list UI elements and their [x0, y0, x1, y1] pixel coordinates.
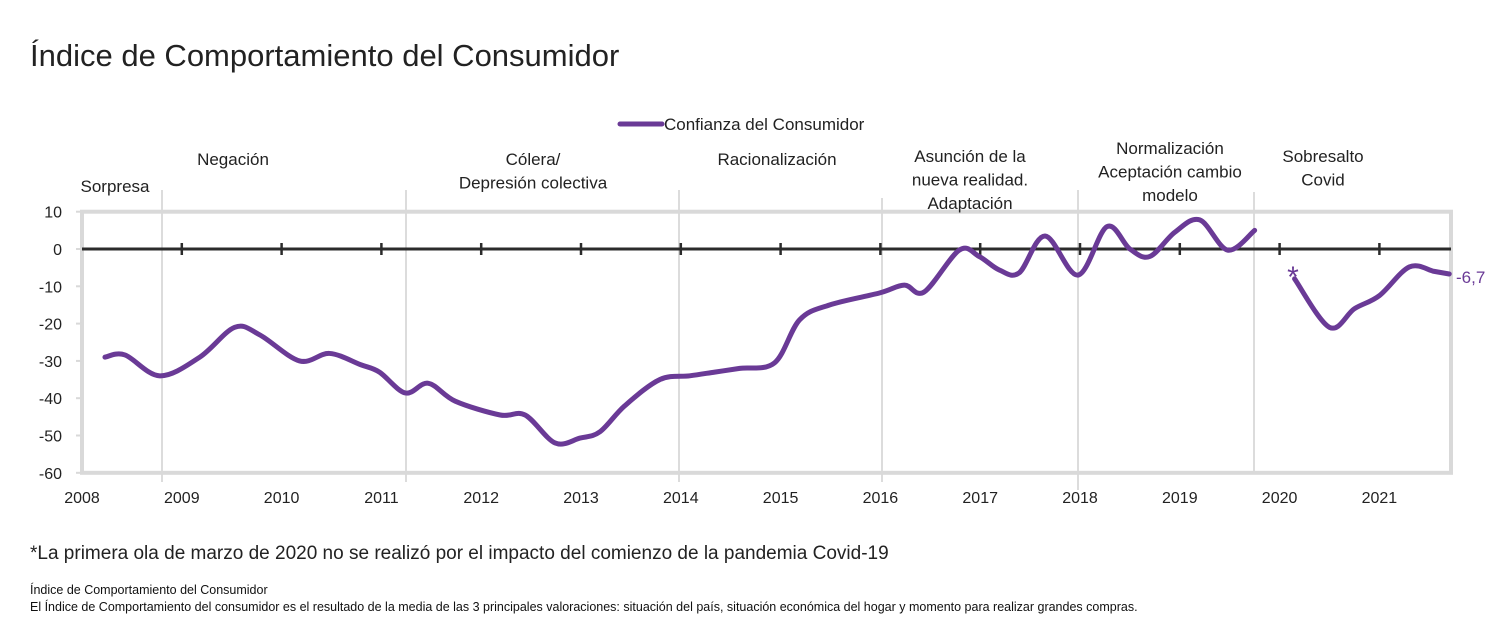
x-tick-label: 2018 — [1062, 490, 1098, 507]
y-tick-label: -30 — [39, 354, 62, 371]
phase-label: Racionalización — [717, 150, 836, 169]
x-tick-label: 2010 — [264, 490, 300, 507]
phase-label: Aceptación cambio — [1098, 163, 1242, 182]
x-tick-label: 2016 — [863, 490, 899, 507]
source-text: El Índice de Comportamiento del consumid… — [30, 600, 1138, 614]
x-tick-label: 2008 — [64, 490, 100, 507]
phase-label: Normalización — [1116, 139, 1224, 158]
series-line-confianza — [102, 216, 1258, 447]
source-title: Índice de Comportamiento del Consumidor — [30, 583, 268, 597]
phase-label: Negación — [197, 150, 269, 169]
y-tick-label: -20 — [39, 317, 62, 334]
y-tick-label: 0 — [53, 242, 62, 259]
x-tick-label: 2013 — [563, 490, 599, 507]
x-tick-label: 2020 — [1262, 490, 1298, 507]
phase-label: nueva realidad. — [912, 171, 1028, 190]
phase-label: modelo — [1142, 186, 1198, 205]
x-tick-label: 2017 — [962, 490, 998, 507]
x-tick-label: 2019 — [1162, 490, 1198, 507]
x-tick-label: 2014 — [663, 490, 699, 507]
series-line-confianza — [1292, 263, 1452, 331]
last-value-label: -6,7 — [1456, 268, 1485, 287]
phase-label: Adaptación — [927, 194, 1012, 213]
y-tick-label: 10 — [44, 205, 62, 222]
missing-data-asterisk: * — [1287, 261, 1299, 294]
phase-label: Asunción de la — [914, 147, 1026, 166]
footnote: *La primera ola de marzo de 2020 no se r… — [30, 543, 889, 564]
plot-frame — [80, 209, 1453, 475]
phase-label: Covid — [1301, 171, 1344, 190]
y-tick-label: -10 — [39, 279, 62, 296]
x-tick-label: 2015 — [763, 490, 799, 507]
x-tick-label: 2011 — [364, 490, 399, 507]
phase-label: Sobresalto — [1282, 147, 1363, 166]
phase-label: Cólera/ — [506, 150, 561, 169]
phase-label: Depresión colectiva — [459, 174, 608, 193]
page-title: Índice de Comportamiento del Consumidor — [30, 38, 620, 73]
x-tick-label: 2012 — [463, 490, 499, 507]
y-tick-label: -40 — [39, 391, 62, 408]
y-tick-label: -50 — [39, 429, 62, 446]
x-tick-label: 2021 — [1362, 490, 1398, 507]
x-tick-label: 2009 — [164, 490, 200, 507]
y-tick-label: -60 — [39, 466, 62, 483]
phase-label: Sorpresa — [81, 177, 151, 196]
legend-label: Confianza del Consumidor — [664, 115, 865, 134]
